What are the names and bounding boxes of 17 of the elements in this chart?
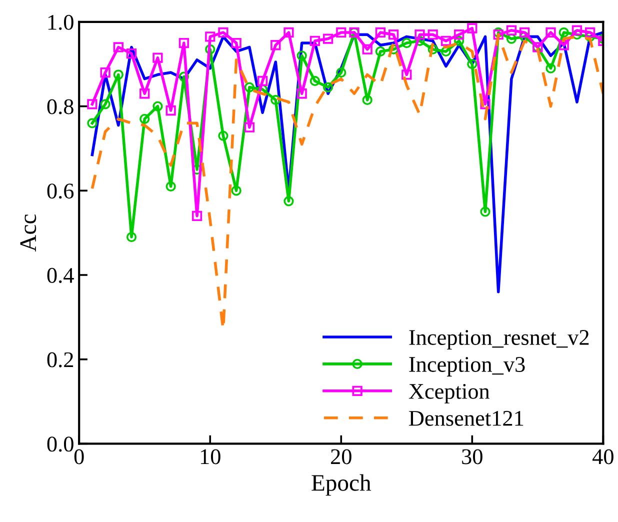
legend-label: Inception_resnet_v2	[409, 330, 589, 350]
y-tick-label: 1.0	[48, 14, 74, 30]
x-tick-label: 30	[462, 449, 482, 464]
y-tick-label: 0.8	[47, 99, 74, 114]
x-tick-label: 10	[200, 449, 220, 464]
y-axis-title: Acc	[20, 214, 36, 252]
x-axis-title: Epoch	[312, 474, 371, 496]
y-tick-label: 0.6	[47, 184, 74, 199]
legend-label: Inception_v3	[409, 357, 525, 376]
y-tick-label: 0.2	[47, 352, 74, 368]
y-tick-label: 0.0	[47, 436, 74, 452]
legend-label: Densenet121	[409, 410, 524, 426]
x-tick-label: 0	[74, 449, 84, 464]
x-tick-label: 20	[331, 449, 352, 464]
legend-label: Xception	[408, 384, 490, 404]
x-tick-label: 40	[592, 449, 614, 464]
y-tick-label: 0.4	[47, 268, 74, 284]
